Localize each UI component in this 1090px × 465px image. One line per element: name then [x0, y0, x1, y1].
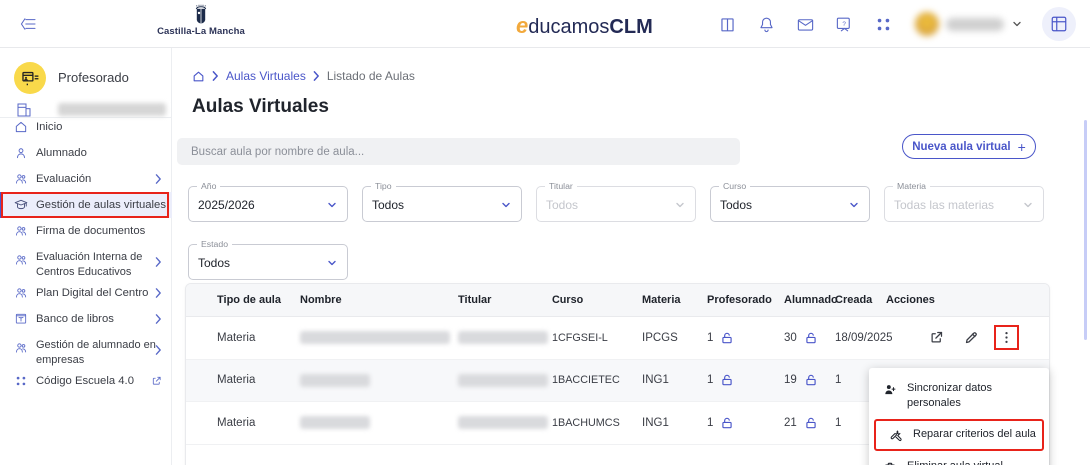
- svg-text:?: ?: [842, 21, 846, 28]
